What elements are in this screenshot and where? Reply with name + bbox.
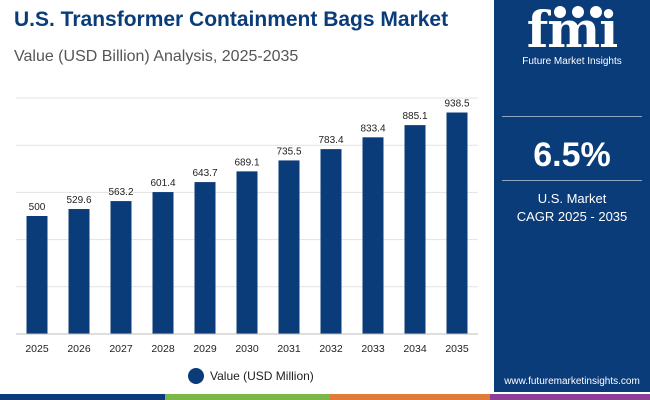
data-label: 783.4 [318,135,343,146]
data-label: 500 [29,202,46,213]
stripe-segment-2 [165,394,330,400]
bar [26,216,48,334]
legend: Value (USD Million) [188,368,314,384]
data-label: 833.4 [360,123,385,134]
data-label: 689.1 [234,157,259,168]
bar [446,112,468,334]
cagr-label: U.S. Market CAGR 2025 - 2035 [494,190,650,226]
website-link[interactable]: www.futuremarketinsights.com [504,376,640,387]
x-tick-label: 2025 [25,343,49,355]
chart-title: U.S. Transformer Containment Bags Market [14,8,449,31]
x-tick-label: 2033 [361,343,385,355]
logo-tagline: Future Market Insights [522,56,622,67]
cagr-value: 6.5% [533,136,611,174]
bar [194,182,216,334]
x-tick-label: 2034 [403,343,427,355]
people-icon [572,6,584,18]
bar [404,125,426,335]
x-tick-label: 2027 [109,343,133,355]
data-label: 885.1 [402,111,427,122]
x-tick-label: 2028 [151,343,175,355]
data-label: 601.4 [150,178,175,189]
globe-icon [554,6,566,18]
stripe-segment-1 [0,394,165,400]
bar [236,171,258,334]
chart-icon [590,6,602,18]
logo-icons [554,6,602,18]
bar [320,149,342,334]
legend-label: Value (USD Million) [210,369,314,383]
data-label: 529.6 [66,195,91,206]
x-tick-label: 2035 [445,343,469,355]
cagr-market: U.S. Market [537,191,607,206]
bar [68,209,90,334]
data-label: 643.7 [192,168,217,179]
bar-chart: 500 2025 529.6 2026 563.2 2027 601.4 2028 643.7 2… [16,97,478,355]
data-label: 735.5 [276,146,301,157]
stripe-segment-3 [330,394,490,400]
x-tick-label: 2026 [67,343,91,355]
divider-top [502,116,642,117]
bar [152,192,174,334]
bar [278,160,300,334]
chart-subtitle: Value (USD Billion) Analysis, 2025-2035 [14,48,299,65]
data-label: 563.2 [108,187,133,198]
data-label: 938.5 [444,99,469,110]
bottom-stripe [0,394,650,400]
x-tick-label: 2031 [277,343,301,355]
bar [362,137,384,334]
stripe-segment-4 [490,394,650,400]
logo: fmi Future Market Insights [494,0,650,78]
cagr-period: CAGR 2025 - 2035 [516,209,628,224]
x-tick-label: 2032 [319,343,343,355]
bar [110,201,132,334]
legend-swatch [188,368,204,384]
side-panel: fmi Future Market Insights 6.5% U.S. Mar… [494,0,650,392]
x-tick-label: 2030 [235,343,259,355]
x-tick-label: 2029 [193,343,217,355]
divider-middle [502,180,642,181]
